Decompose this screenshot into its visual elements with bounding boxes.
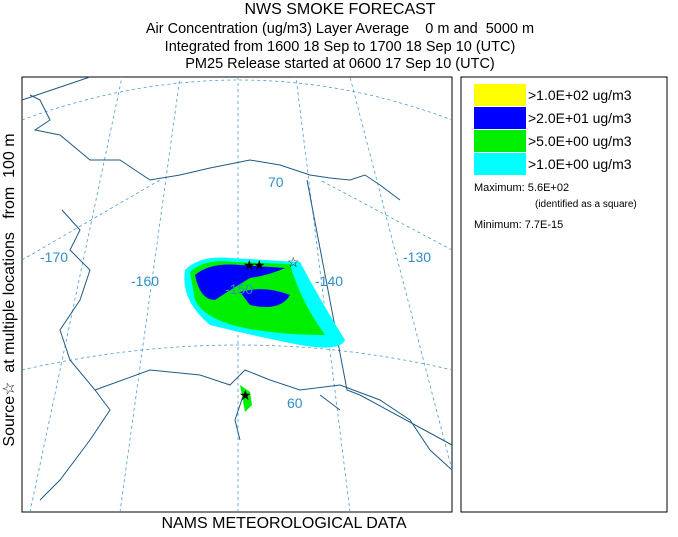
subtitle: PM25 Release started at 0600 17 Sep 10 (… — [185, 56, 495, 72]
latitude-label: 60 — [287, 395, 303, 411]
coastline — [29, 94, 453, 501]
legend-swatch — [474, 153, 526, 175]
longitude-label: -160 — [131, 273, 159, 289]
legend-label: >5.0E+00 ug/m3 — [528, 133, 632, 149]
maximum-note: (identified as a square) — [535, 199, 637, 210]
legend-swatch — [474, 130, 526, 152]
legend-label: >1.0E+00 ug/m3 — [528, 156, 632, 172]
legend-swatch — [474, 107, 526, 129]
longitude-label: -170 — [40, 249, 68, 265]
plume-green-south — [240, 385, 252, 412]
title: NWS SMOKE FORECAST — [244, 1, 435, 18]
plume-blue — [195, 264, 290, 308]
latitude-label: 70 — [268, 174, 284, 190]
source-star: ★ — [239, 387, 252, 403]
subtitle: Air Concentration (ug/m3) Layer Average … — [146, 21, 534, 37]
longitude-label: -130 — [403, 249, 431, 265]
border — [21, 76, 453, 446]
sources: ★ ★ ☆ ★ — [239, 254, 300, 403]
minimum: Minimum: 7.7E-15 — [474, 219, 563, 231]
footer: NAMS METEOROLOGICAL DATA — [161, 515, 406, 532]
source-star: ★ — [253, 257, 266, 273]
longitude-label: -150 — [225, 281, 253, 297]
maximum: Maximum: 5.6E+02 — [474, 182, 569, 194]
map: ★ ★ ☆ ★ -170 -160 -150 -140 -130 70 60 — [21, 76, 453, 513]
legend: Maximum: 5.6E+02 (identified as a square… — [460, 76, 668, 513]
longitude-label: -140 — [315, 273, 343, 289]
legend-label: >2.0E+01 ug/m3 — [528, 110, 632, 126]
source-star: ☆ — [287, 254, 300, 270]
legend-label: >1.0E+02 ug/m3 — [528, 87, 632, 103]
legend-swatch — [474, 84, 526, 106]
subtitle: Integrated from 1600 18 Sep to 1700 18 S… — [165, 39, 516, 55]
source-star: ★ — [243, 257, 256, 273]
side-label: Source☆ at multiple locations from 100 m — [1, 133, 18, 446]
